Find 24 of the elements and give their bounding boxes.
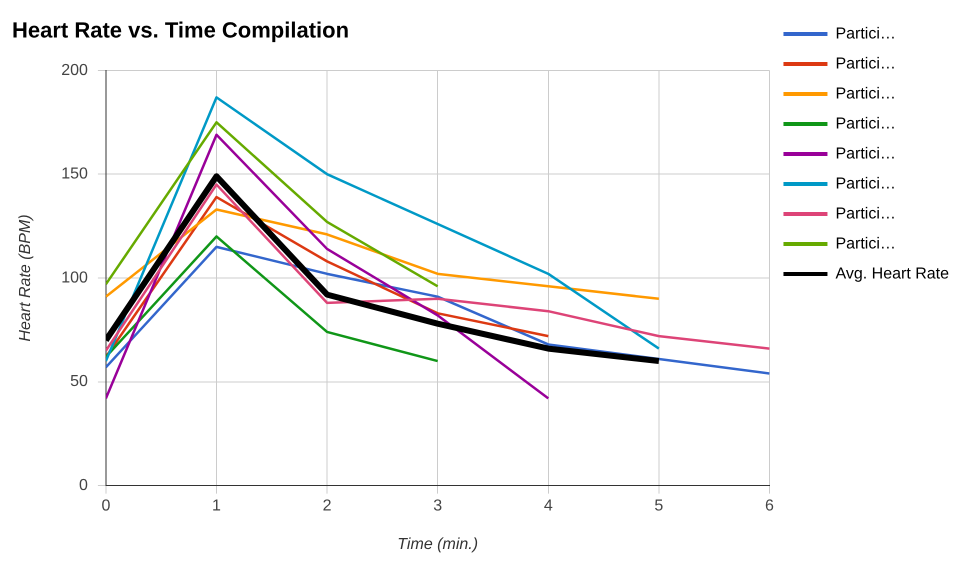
legend-label: Avg. Heart Rate [835,265,950,282]
x-tick-label: 0 [101,498,110,515]
y-tick-label: 150 [61,166,88,183]
x-tick-label: 1 [212,498,222,515]
legend-label: Partici… [835,205,896,222]
legend-label: Partici… [835,175,896,192]
legend-label: Partici… [835,85,896,102]
chart-title: Heart Rate vs. Time Compilation [12,17,350,42]
x-tick-label: 2 [322,498,332,515]
x-tick-label: 3 [433,498,442,515]
y-tick-label: 50 [70,373,88,390]
x-axis-title: Time (min.) [397,536,478,553]
legend-label: Partici… [835,115,896,132]
legend-label: Partici… [835,25,896,42]
legend-label: Partici… [835,235,896,252]
x-tick-label: 4 [544,498,553,515]
legend-label: Partici… [835,55,896,72]
legend-label: Partici… [835,145,896,162]
y-tick-label: 200 [61,62,88,79]
x-tick-label: 5 [654,498,664,515]
x-tick-label: 6 [765,498,774,515]
y-axis-title: Heart Rate (BPM) [17,214,34,342]
y-tick-label: 0 [78,477,88,494]
y-tick-label: 100 [61,269,88,286]
